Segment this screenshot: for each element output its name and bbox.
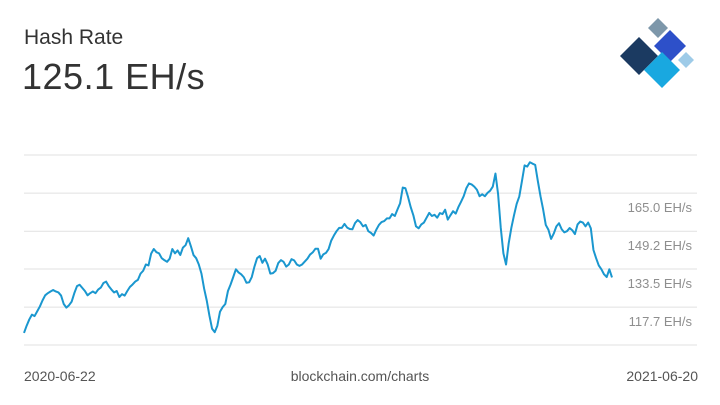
logo-cyan-diamond [644,52,680,88]
hash-rate-series-line [23,161,613,334]
logo-light-diamond [678,52,694,68]
chart-title: Hash Rate [24,26,124,49]
logo-top-diamond [648,18,668,38]
x-axis-start-date: 2020-06-22 [24,368,96,384]
blockchain-logo-icon [620,18,694,88]
series-layer [23,161,613,334]
y-tick-label: 149.2 EH/s [628,238,693,253]
grid-lines [24,154,697,346]
y-tick-label: 165.0 EH/s [628,200,693,215]
y-tick-label: 117.7 EH/s [629,314,693,329]
current-hash-rate-value: 125.1 EH/s [22,56,206,97]
x-axis-end-date: 2021-06-20 [626,368,698,384]
source-link[interactable]: blockchain.com/charts [290,368,430,384]
y-tick-label: 133.5 EH/s [628,276,693,291]
y-tick-labels: 117.7 EH/s 133.5 EH/s 149.2 EH/s 165.0 EH/s [628,200,693,329]
